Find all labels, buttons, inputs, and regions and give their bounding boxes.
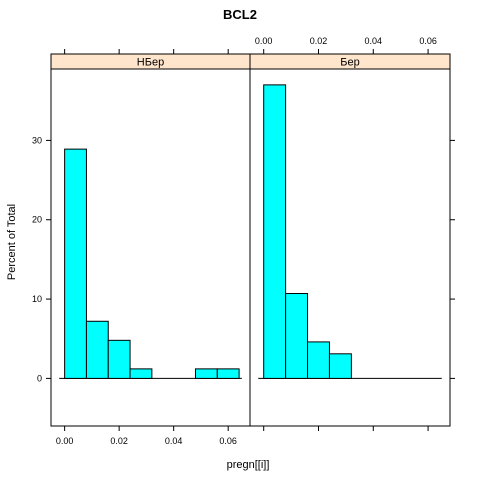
panel-1-xtick-label-3: 0.04 (165, 436, 183, 446)
panel-1-bar-3 (107, 339, 131, 379)
panel-1-bar-6 (216, 368, 240, 379)
panel-1-bar-5 (194, 368, 218, 379)
panel-2-xtick-label-2: 0.02 (310, 36, 328, 46)
ytick-label-1: 0 (37, 373, 42, 383)
panel-1-bar-4 (129, 368, 153, 379)
panel-1-xtick-label-1: 0.00 (56, 436, 74, 446)
panel-2-outer-frame (249, 53, 451, 427)
panel-2-strip-label: Бер (340, 57, 359, 69)
panel-2-xtick-label-4: 0.06 (419, 36, 437, 46)
panel-2-xtick-label-1: 0.00 (255, 36, 273, 46)
panel-2-bar-2 (285, 293, 309, 379)
panel-2-bar-1 (263, 84, 287, 379)
ytick-label-2: 10 (32, 294, 42, 304)
panel-1-strip-label: НБер (137, 57, 164, 69)
chart-title: BCL2 (223, 7, 257, 22)
y-axis-label: Percent of Total (6, 204, 18, 280)
panel-1-bar-1 (64, 148, 87, 379)
panel-2-bar-3 (307, 341, 330, 379)
panels-group: НБер 0.00 0.02 0.04 0.06 Бер 0.00 0.02 0.04 0.06 0… (32, 36, 455, 446)
panel-2-xtick-label-3: 0.04 (365, 36, 383, 46)
panel-1-xtick-label-2: 0.02 (110, 436, 128, 446)
panel-2-bar-4 (328, 353, 352, 379)
panel-1-xtick-label-4: 0.06 (219, 436, 237, 446)
ytick-label-3: 20 (32, 215, 42, 225)
panel-1-bar-2 (85, 320, 109, 379)
ytick-label-4: 30 (32, 135, 42, 145)
x-axis-label: pregn[[i]] (227, 459, 270, 471)
